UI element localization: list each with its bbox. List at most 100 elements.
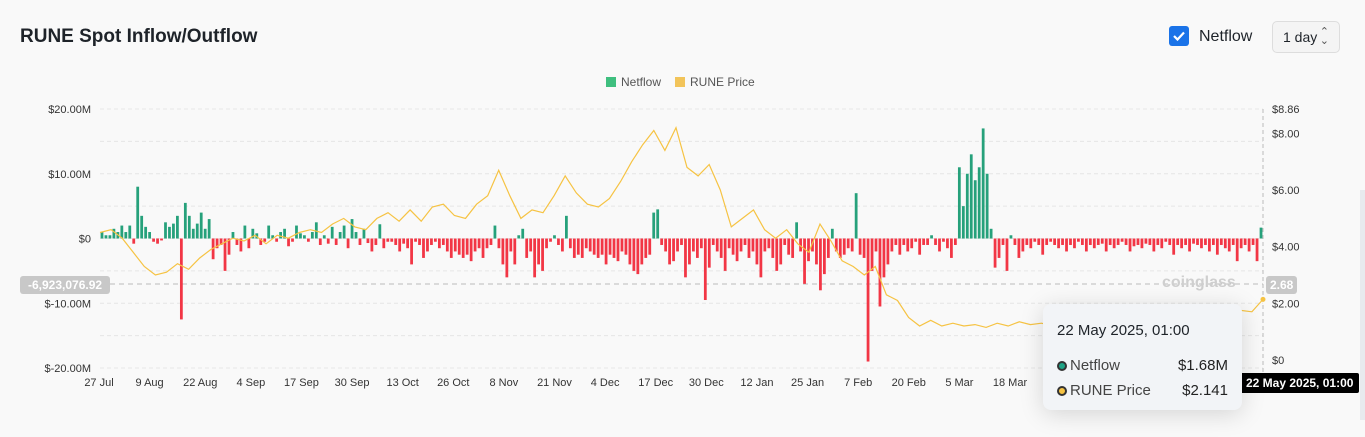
- netflow-bar: [449, 238, 453, 258]
- y-right-tick-label: $4.00: [1272, 242, 1300, 254]
- netflow-bar: [227, 238, 231, 255]
- netflow-bar: [497, 238, 501, 249]
- netflow-bar: [1057, 238, 1060, 249]
- netflow-bar: [374, 238, 378, 245]
- netflow-bar: [445, 238, 449, 252]
- netflow-bar: [1148, 238, 1152, 245]
- x-tick-label: 26 Oct: [437, 377, 469, 389]
- netflow-bar: [410, 238, 413, 265]
- netflow-checkbox-label[interactable]: Netflow: [1199, 28, 1253, 45]
- netflow-bar: [1255, 238, 1259, 262]
- netflow-bar: [310, 232, 314, 239]
- legend-netflow[interactable]: Netflow: [606, 75, 661, 89]
- netflow-bar: [1116, 238, 1120, 245]
- netflow-bar: [338, 232, 342, 239]
- y-right-tick-label: $0: [1272, 355, 1284, 367]
- netflow-bar: [993, 238, 997, 268]
- netflow-bar: [1231, 238, 1235, 245]
- netflow-bar: [854, 193, 858, 239]
- netflow-bar: [1041, 238, 1045, 255]
- x-tick-label: 25 Jan: [791, 377, 824, 389]
- netflow-bar: [1247, 238, 1251, 252]
- netflow-bar: [858, 238, 862, 255]
- netflow-bar: [620, 238, 624, 252]
- netflow-bar: [509, 238, 513, 252]
- netflow-bar: [946, 238, 949, 249]
- netflow-bar: [759, 238, 763, 278]
- tooltip-date: 22 May 2025, 01:00: [1057, 322, 1190, 339]
- netflow-bar: [600, 238, 604, 255]
- netflow-bar: [1112, 238, 1116, 249]
- interval-select[interactable]: 1 day ⌃ ⌄: [1272, 21, 1340, 53]
- netflow-bar: [1009, 235, 1013, 239]
- netflow-bar: [513, 238, 517, 265]
- netflow-bar: [148, 232, 152, 239]
- scrollbar[interactable]: [1360, 190, 1365, 420]
- netflow-bar: [648, 238, 652, 255]
- netflow-bar: [461, 238, 465, 258]
- netflow-bar: [1049, 238, 1053, 242]
- netflow-bar: [1227, 238, 1231, 252]
- netflow-bar: [672, 238, 675, 262]
- netflow-bar: [318, 238, 322, 245]
- netflow-bar: [191, 228, 195, 239]
- netflow-bar: [862, 238, 866, 258]
- netflow-bar: [1152, 238, 1156, 252]
- tooltip-label: RUNE Price: [1070, 382, 1151, 399]
- netflow-bar: [283, 228, 286, 239]
- netflow-bar: [612, 238, 616, 258]
- netflow-bar: [561, 238, 564, 252]
- netflow-bar: [572, 238, 576, 258]
- netflow-bar: [961, 206, 965, 239]
- price-point: [1260, 296, 1266, 302]
- netflow-bar: [652, 212, 656, 239]
- netflow-bar: [1065, 238, 1068, 252]
- netflow-bar: [430, 238, 433, 245]
- netflow-bar: [465, 238, 469, 255]
- netflow-bar: [215, 238, 219, 249]
- netflow-bar: [1092, 238, 1096, 249]
- netflow-bar: [985, 173, 989, 239]
- netflow-bar: [1001, 238, 1005, 245]
- netflow-bar: [557, 238, 560, 245]
- netflow-bar: [533, 238, 537, 278]
- netflow-bar: [275, 238, 279, 242]
- netflow-bar: [271, 235, 275, 239]
- netflow-bar: [711, 238, 715, 245]
- netflow-bar: [942, 238, 945, 242]
- legend-swatch: [606, 77, 616, 87]
- netflow-bar: [1243, 238, 1247, 245]
- netflow-bar: [922, 238, 926, 245]
- netflow-bar: [453, 238, 457, 252]
- netflow-bar: [977, 167, 981, 239]
- y-left-tick-label: $0: [79, 234, 91, 246]
- legend-swatch: [675, 77, 686, 87]
- netflow-bar: [342, 225, 346, 239]
- legend-rune-price[interactable]: RUNE Price: [675, 75, 755, 89]
- netflow-bar: [132, 238, 136, 244]
- netflow-bar: [1061, 238, 1064, 245]
- x-tick-label: 18 Mar: [993, 377, 1028, 389]
- netflow-bar: [890, 238, 894, 252]
- netflow-bar: [1069, 238, 1072, 245]
- netflow-bar: [636, 238, 640, 275]
- netflow-bar: [763, 238, 767, 252]
- netflow-bar: [688, 238, 691, 265]
- x-tick-label: 17 Dec: [638, 377, 673, 389]
- netflow-bar: [755, 238, 759, 265]
- netflow-bar: [731, 238, 735, 255]
- netflow-bar: [953, 238, 957, 245]
- y-right-tick-label: $8.86: [1272, 104, 1300, 116]
- x-tick-label: 30 Sep: [335, 377, 370, 389]
- netflow-bar: [819, 238, 822, 291]
- netflow-bar: [723, 238, 727, 271]
- netflow-checkbox[interactable]: [1169, 26, 1189, 46]
- netflow-bar: [850, 238, 854, 252]
- netflow-bar: [1140, 238, 1144, 249]
- netflow-bar: [957, 167, 961, 239]
- netflow-bar: [616, 238, 620, 262]
- netflow-bar: [112, 228, 116, 239]
- netflow-bar: [1081, 238, 1084, 245]
- netflow-bar: [406, 238, 410, 249]
- netflow-bar: [628, 238, 632, 265]
